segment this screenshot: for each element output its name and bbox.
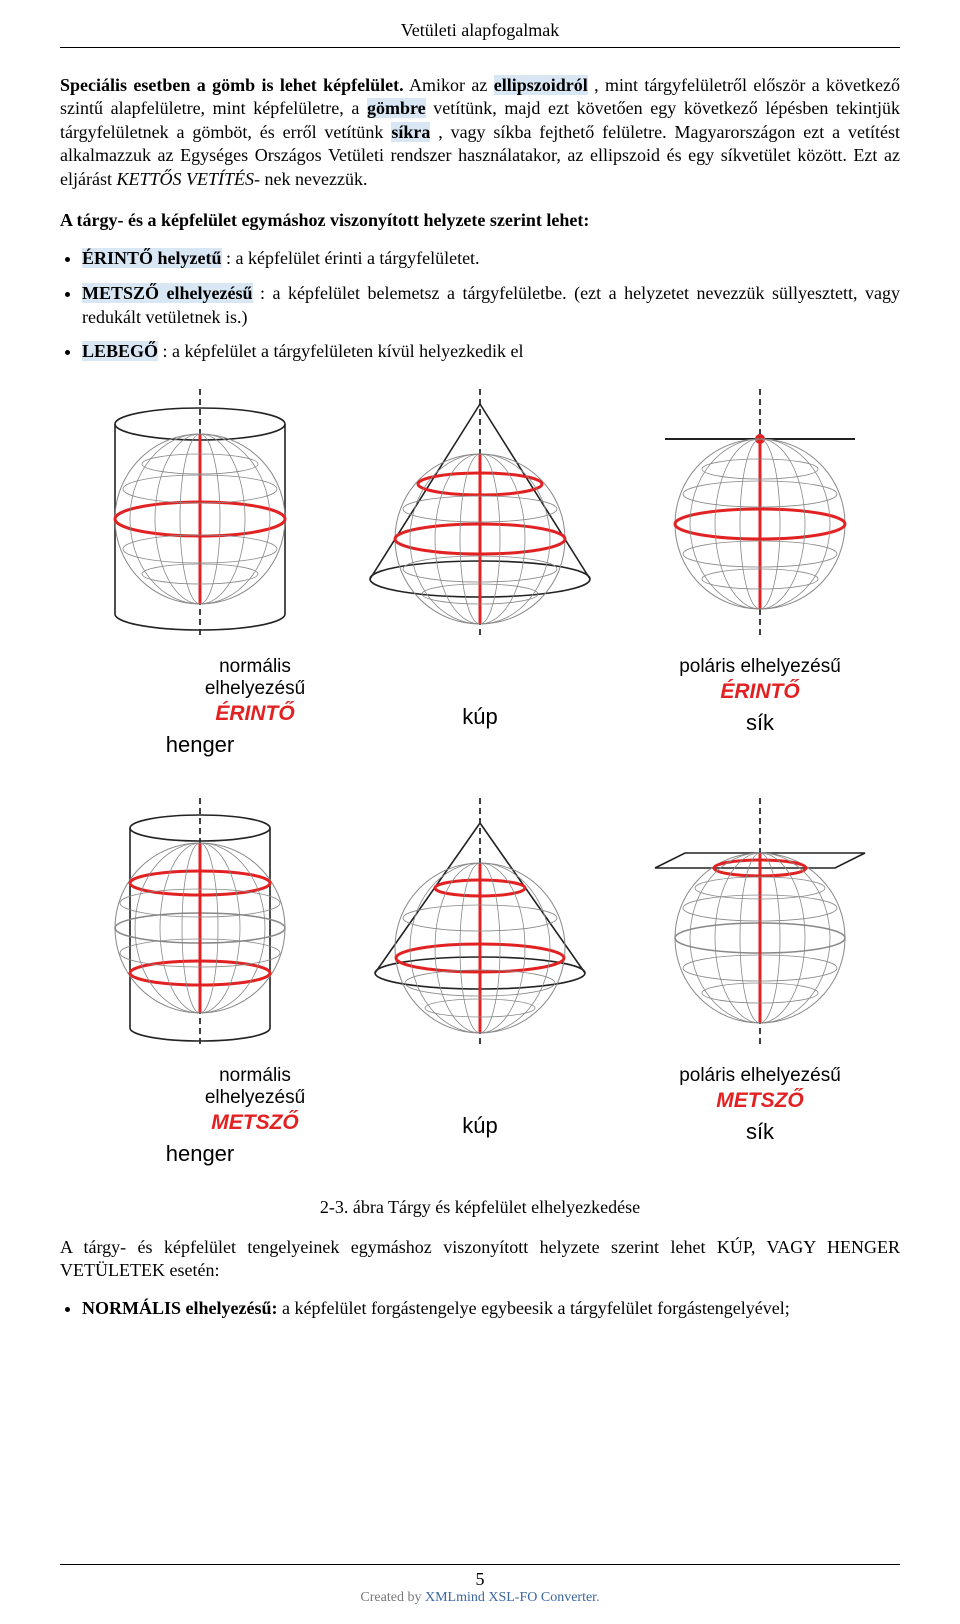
fig-cone-tangent [340,384,620,644]
figure-main-caption: 2-3. ábra Tárgy és képfelület elhelyezke… [60,1197,900,1218]
term-lebego: LEBEGŐ [82,341,158,361]
cap-sik-1: sík [620,710,900,736]
cap-henger-1: henger [60,732,340,758]
cap-red-right-2: METSZŐ [620,1089,900,1113]
caption-group-mid-2: kúp [340,1059,620,1167]
term-erinto: ÉRINTŐ helyzetű [82,248,222,268]
cap-henger-2: henger [60,1141,340,1167]
page: Vetületi alapfogalmak Speciális esetben … [0,0,960,1624]
figure-row2-captions: normális elhelyezésű METSZŐ henger kúp p… [60,1059,900,1167]
bullet-list-2: NORMÁLIS elhelyezésű: a képfelület forgá… [60,1296,900,1320]
page-footer: 5 Created by XMLmind XSL-FO Converter. [60,1564,900,1606]
caption-group-right-1: poláris elhelyezésű ÉRINTŐ sík [620,650,900,758]
cap-red-left-2: METSZŐ [170,1111,340,1135]
fig-plane-tangent [620,384,900,644]
intro-text-e: nek nevezzük. [265,169,368,189]
bullet-metszo: METSZŐ elhelyezésű : a képfelület beleme… [82,281,900,330]
para-axes: A tárgy- és képfelület tengelyeinek egym… [60,1236,900,1283]
cap-line1-right-2: poláris elhelyezésű [620,1065,900,1087]
cap-red-left-1: ÉRINTŐ [170,702,340,726]
fig-plane-secant [620,793,900,1053]
bullet-lebego: LEBEGŐ : a képfelület a tárgyfelületen k… [82,339,900,363]
bullet-normalis: NORMÁLIS elhelyezésű: a képfelület forgá… [82,1296,900,1320]
cap-line1-left-2: normális elhelyezésű [170,1065,340,1109]
hl-sikra: síkra [391,122,430,142]
figure-row-erinto [60,384,900,644]
cap-kup-1: kúp [340,704,620,730]
hl-gombre: gömbre [367,98,426,118]
svg-plane-tangent [645,384,875,644]
cap-kup-2: kúp [340,1113,620,1139]
header-title: Vetületi alapfogalmak [401,20,559,40]
cap-red-right-1: ÉRINTŐ [620,680,900,704]
page-header: Vetületi alapfogalmak [60,20,900,48]
intro-paragraph: Speciális esetben a gömb is lehet képfel… [60,74,900,191]
italic-kettos: KETTŐS VETÍTÉS- [116,169,260,189]
cap-sik-2: sík [620,1119,900,1145]
rest-lebego: : a képfelület a tárgyfelületen kívül he… [158,341,524,361]
rest-normalis: a képfelület forgástengelye egybeesik a … [277,1298,789,1318]
cap-line1-right-1: poláris elhelyezésű [620,656,900,678]
fig-cylinder-tangent [60,384,340,644]
intro-sentence1: Speciális esetben a gömb is lehet képfel… [60,75,404,95]
svg-plane-secant [640,793,880,1053]
fig-cylinder-secant [60,793,340,1053]
svg-cylinder-tangent [85,384,315,644]
svg-cone-tangent [355,384,605,644]
term-normalis: NORMÁLIS elhelyezésű: [82,1298,277,1318]
conv-c: . [596,1590,600,1605]
bullet-erinto: ÉRINTŐ helyzetű : a képfelület érinti a … [82,246,900,270]
svg-cone-secant [355,793,605,1053]
caption-group-mid-1: kúp [340,650,620,758]
list-heading: A tárgy- és a képfelület egymáshoz viszo… [60,209,900,232]
intro-text-a: Amikor az [409,75,494,95]
figure-row-metszo [60,793,900,1053]
converter-line: Created by XMLmind XSL-FO Converter. [60,1590,900,1606]
caption-group-left-2: normális elhelyezésű METSZŐ henger [60,1059,340,1167]
svg-cylinder-secant [85,793,315,1053]
rest-erinto: : a képfelület érinti a tárgyfelületet. [222,248,480,268]
term-metszo: METSZŐ elhelyezésű [82,283,253,303]
page-number: 5 [60,1569,900,1590]
caption-group-right-2: poláris elhelyezésű METSZŐ sík [620,1059,900,1167]
conv-b: XMLmind XSL-FO Converter [425,1590,596,1605]
bullet-list-1: ÉRINTŐ helyzetű : a képfelület érinti a … [60,246,900,363]
figure-row1-captions: normális elhelyezésű ÉRINTŐ henger kúp p… [60,650,900,758]
caption-group-left-1: normális elhelyezésű ÉRINTŐ henger [60,650,340,758]
conv-a: Created by [360,1590,425,1605]
fig-cone-secant [340,793,620,1053]
cap-line1-left-1: normális elhelyezésű [170,656,340,700]
hl-ellipszoid: ellipszoidról [494,75,588,95]
